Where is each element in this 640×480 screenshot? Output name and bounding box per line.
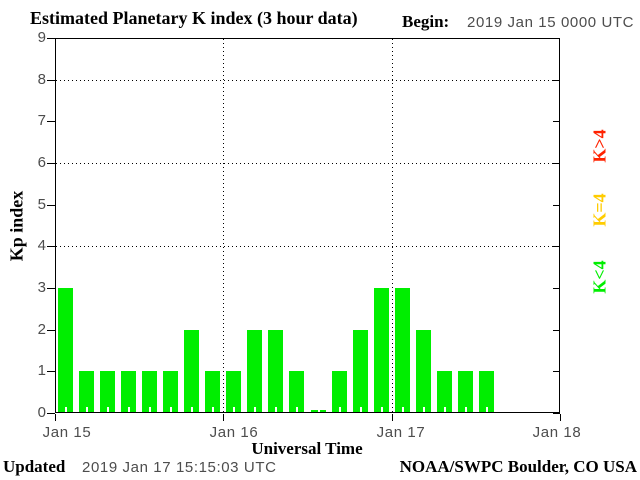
x-axis-title: Universal Time: [251, 439, 363, 458]
y-axis-tick: [47, 371, 55, 372]
kp-bar: [121, 371, 136, 413]
x-tick-label: Jan 17: [376, 424, 426, 441]
y-axis-tick: [47, 413, 55, 414]
y-tick-label: 0: [37, 404, 46, 421]
bar-base-tick: [128, 407, 130, 413]
kp-bar: [268, 330, 283, 413]
chart-title: Estimated Planetary K index (3 hour data…: [30, 8, 358, 28]
bar-base-tick: [212, 407, 214, 413]
begin-label: Begin:: [402, 12, 450, 31]
kp-bar: [184, 330, 199, 413]
kp-bar: [416, 330, 431, 413]
updated-label: Updated: [3, 457, 66, 476]
y-axis-tick-right: [553, 38, 560, 39]
bar-base-tick: [381, 407, 383, 413]
y-axis-tick-right: [553, 121, 560, 122]
kp-bar: [226, 371, 241, 413]
y-axis-tick-right: [553, 330, 560, 331]
bar-base-tick: [191, 407, 193, 413]
bar-base-tick: [233, 407, 235, 413]
bar-base-tick: [465, 407, 467, 413]
y-tick-label: 3: [37, 279, 46, 296]
x-axis-tick: [223, 414, 224, 421]
bar-base-tick: [65, 407, 67, 413]
bar-base-tick: [486, 407, 488, 413]
y-tick-label: 7: [37, 112, 46, 129]
bar-base-tick: [149, 407, 151, 413]
bar-base-tick: [86, 407, 88, 413]
plot-frame: [55, 38, 560, 413]
bar-base-tick: [339, 407, 341, 413]
y-axis-tick: [47, 330, 55, 331]
kp-bar: [163, 371, 178, 413]
legend-label-k-gt-4: K>4: [589, 129, 610, 163]
x-axis-tick: [55, 414, 56, 421]
y-axis-tick: [47, 246, 55, 247]
kp-bar: [332, 371, 347, 413]
kp-bar: [437, 371, 452, 413]
y-tick-label: 5: [37, 196, 46, 213]
y-axis-tick-right: [553, 288, 560, 289]
y-tick-label: 6: [37, 154, 46, 171]
y-axis-tick: [47, 38, 55, 39]
kp-bar: [100, 371, 115, 413]
dotted-gridline-jan-17: [392, 39, 393, 412]
y-axis-tick-right: [553, 413, 560, 414]
kp-bar: [479, 371, 494, 413]
dotted-gridline-kp6: [56, 163, 559, 164]
dotted-gridline-kp4: [56, 246, 559, 247]
y-axis-tick: [47, 205, 55, 206]
bar-base-tick: [254, 407, 256, 413]
updated-timestamp: 2019 Jan 17 15:15:03 UTC: [82, 459, 277, 476]
y-axis-tick: [47, 163, 55, 164]
y-axis-tick-right: [553, 371, 560, 372]
bar-base-tick: [170, 407, 172, 413]
kp-bar: [374, 288, 389, 413]
begin-value: 2019 Jan 15 0000 UTC: [467, 14, 635, 31]
y-tick-label: 1: [37, 362, 46, 379]
bar-base-tick: [107, 407, 109, 413]
bar-base-tick: [296, 407, 298, 413]
bar-base-tick: [275, 407, 277, 413]
bar-base-tick: [444, 407, 446, 413]
kp-bar: [205, 371, 220, 413]
x-tick-label: Jan 15: [42, 424, 92, 441]
legend-label-k-eq-4: K=4: [589, 193, 610, 227]
y-axis-tick: [47, 288, 55, 289]
y-axis-tick: [47, 121, 55, 122]
legend-label-k-lt-4: K<4: [589, 260, 610, 294]
credit-text: NOAA/SWPC Boulder, CO USA: [399, 457, 637, 476]
dotted-gridline-jan-16: [223, 39, 224, 412]
bar-base-tick: [423, 407, 425, 413]
kp-bar: [79, 371, 94, 413]
y-axis-tick: [47, 80, 55, 81]
kp-bar: [58, 288, 73, 413]
kp-bar: [353, 330, 368, 413]
y-axis-tick-right: [553, 163, 560, 164]
kp-bar: [289, 371, 304, 413]
x-axis-tick: [392, 414, 393, 421]
y-axis-tick-right: [553, 80, 560, 81]
kp-bar: [395, 288, 410, 413]
bar-base-tick: [318, 410, 320, 413]
y-tick-label: 4: [37, 237, 46, 254]
kp-bar: [142, 371, 157, 413]
kp-bar: [458, 371, 473, 413]
bar-base-tick: [360, 407, 362, 413]
y-tick-label: 8: [37, 71, 46, 88]
y-axis-tick-right: [553, 246, 560, 247]
x-tick-label: Jan 18: [532, 424, 582, 441]
bar-base-tick: [402, 407, 404, 413]
y-tick-label: 2: [37, 321, 46, 338]
kp-bar: [247, 330, 262, 413]
y-axis-tick-right: [553, 205, 560, 206]
x-tick-label: Jan 16: [209, 424, 259, 441]
y-tick-label: 9: [37, 29, 46, 46]
dotted-gridline-kp8: [56, 80, 559, 81]
x-axis-tick: [560, 414, 561, 421]
